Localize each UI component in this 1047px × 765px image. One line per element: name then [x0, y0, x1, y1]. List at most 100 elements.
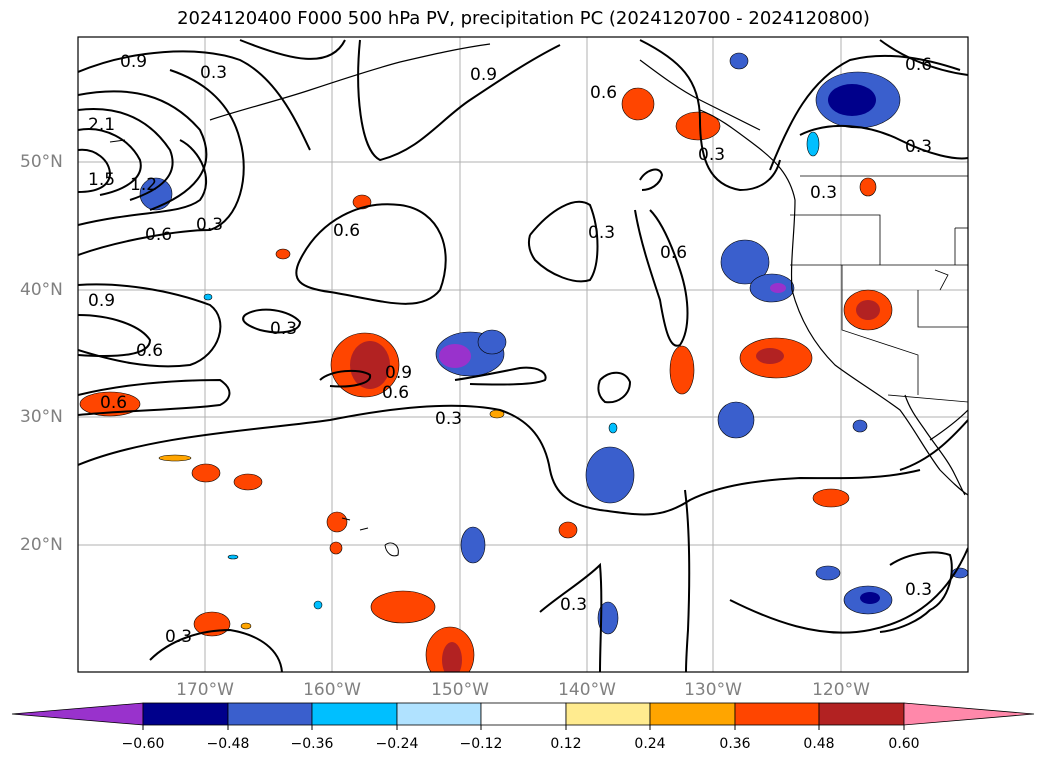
coastline-north-america	[699, 109, 968, 496]
border-us-mexico	[887, 394, 968, 403]
colorbar-segment	[565, 702, 651, 726]
lon-label-130w: 130°W	[684, 680, 742, 700]
colorbar-tick-label: −0.48	[206, 736, 250, 752]
contour-labels: 0.9 0.3 0.9 0.6 0.6 0.3 2.1 1.5 1.2 0.6 …	[88, 52, 932, 647]
precip-positive-anomalies	[79, 87, 893, 672]
precip-blob	[350, 341, 390, 389]
pv-contour	[454, 366, 547, 386]
precip-blob	[859, 177, 877, 197]
contour-label: 0.3	[905, 580, 932, 600]
contour-label: 0.3	[200, 63, 227, 83]
islands	[109, 139, 399, 557]
precip-blob	[158, 454, 192, 462]
precip-blob	[442, 642, 462, 672]
map-frame	[77, 36, 969, 673]
colorbar-segment	[396, 702, 482, 726]
precip-blob	[597, 601, 619, 635]
pv-contour	[539, 562, 603, 672]
coastline-baja	[904, 394, 966, 496]
precip-blob	[852, 419, 868, 433]
colorbar-tick-label: −0.24	[375, 736, 419, 752]
lon-label-160w: 160°W	[303, 680, 361, 700]
precip-blob	[460, 526, 486, 564]
colorbar-segment	[480, 702, 567, 726]
contour-label: 0.9	[385, 363, 412, 383]
state-borders	[790, 175, 968, 403]
precip-blob	[139, 177, 173, 211]
pv-contour	[78, 378, 231, 416]
colorbar-tick-label: −0.60	[121, 736, 165, 752]
precip-blob	[828, 84, 876, 116]
precip-blob	[227, 554, 239, 560]
pv-contour	[639, 39, 781, 192]
pv-contour	[239, 39, 346, 60]
pv-contour	[149, 628, 283, 672]
colorbar-segment-gt-060	[903, 702, 1035, 726]
precip-blob	[203, 293, 213, 301]
colorbar-segment	[649, 702, 736, 726]
pv-contour	[729, 547, 968, 634]
contour-label: 0.6	[660, 243, 687, 263]
pv-contour	[78, 404, 921, 516]
contour-label: 0.6	[333, 221, 360, 241]
precip-blob	[558, 521, 578, 539]
colorbar-segment-lt-neg060	[11, 702, 144, 726]
state-line	[934, 269, 949, 291]
precip-blob	[352, 194, 372, 210]
contour-label: 0.6	[382, 383, 409, 403]
pv-contour	[78, 128, 142, 196]
contour-label: 1.2	[130, 175, 157, 195]
pv-contour	[242, 308, 302, 334]
colorbar-tick-label: −0.36	[290, 736, 334, 752]
map-plot: 0.9 0.3 0.9 0.6 0.6 0.3 2.1 1.5 1.2 0.6 …	[77, 36, 969, 673]
precip-blob	[675, 111, 721, 141]
precip-blob	[477, 329, 507, 355]
contour-label: 2.1	[88, 115, 115, 135]
precip-blob	[729, 52, 749, 70]
lon-label-120w: 120°W	[812, 680, 870, 700]
pv-contour	[78, 139, 207, 226]
contour-label: 0.6	[590, 83, 617, 103]
colorbar-segment	[818, 702, 905, 726]
precip-blob	[812, 488, 850, 508]
gridlines	[78, 37, 968, 672]
pv-contour	[78, 90, 208, 211]
colorbar-segment	[227, 702, 313, 726]
lat-label-20n: 20°N	[20, 535, 63, 555]
contour-label: 0.3	[560, 595, 587, 615]
island-hawaii	[384, 542, 399, 557]
pv-contour	[78, 314, 152, 358]
contour-label: 0.9	[120, 52, 147, 72]
pv-contour	[639, 168, 664, 191]
pv-contour	[357, 39, 561, 162]
island-aleutian	[109, 139, 126, 143]
precip-blob	[756, 348, 784, 364]
colorbar-tick-label: 0.48	[803, 736, 835, 752]
colorbar-segment	[734, 702, 820, 726]
pv-contour	[78, 108, 174, 201]
coastline-alaska	[209, 43, 491, 121]
pv-contour	[78, 148, 112, 193]
contour-label: 0.6	[145, 225, 172, 245]
state-line	[790, 214, 881, 265]
lon-label-150w: 150°W	[431, 680, 489, 700]
precip-blob	[608, 422, 618, 434]
precip-blob	[193, 611, 231, 637]
state-line	[841, 265, 919, 395]
precip-blob	[326, 511, 348, 533]
island-oahu	[341, 517, 351, 521]
precip-blob	[191, 463, 221, 483]
contour-label: 0.3	[435, 409, 462, 429]
pv-contour	[527, 200, 599, 283]
precip-blob	[815, 565, 841, 581]
precip-blob	[860, 592, 880, 604]
pv-contour	[879, 39, 968, 76]
precip-blob	[856, 300, 880, 320]
pv-contour	[634, 209, 689, 347]
pv-contour	[295, 203, 447, 305]
colorbar-segment	[311, 702, 398, 726]
contour-label: 0.6	[100, 393, 127, 413]
precip-blob	[370, 590, 436, 624]
precip-blob	[240, 622, 252, 630]
precip-blob	[329, 541, 343, 555]
